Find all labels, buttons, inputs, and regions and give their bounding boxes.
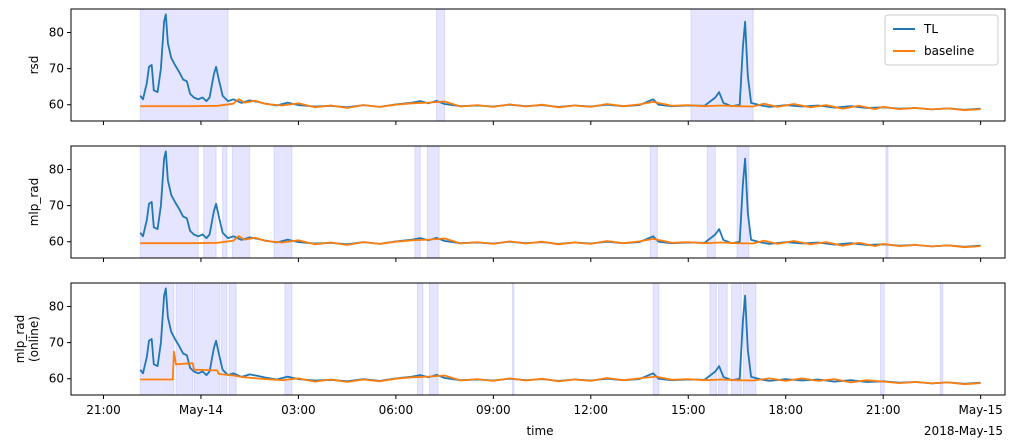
y-axis-label: (online) xyxy=(27,316,41,362)
y-tick-label: 70 xyxy=(49,62,64,76)
anomaly-span xyxy=(885,146,889,258)
y-tick-label: 80 xyxy=(49,299,64,313)
anomaly-span xyxy=(706,146,716,258)
x-tick-label: 03:00 xyxy=(281,403,316,417)
x-tick-label: 21:00 xyxy=(86,403,121,417)
x-tick-label: 09:00 xyxy=(476,403,511,417)
y-tick-label: 60 xyxy=(49,235,64,249)
anomaly-span xyxy=(417,283,424,395)
anomaly-span xyxy=(139,146,199,258)
y-tick-label: 60 xyxy=(49,98,64,112)
panels: 60 70 80 rsd TL baseline 60 70 80 mlp_rad 60 70 80 ml… xyxy=(13,8,1006,417)
anomaly-span xyxy=(203,146,217,258)
anomaly-span xyxy=(222,146,228,258)
plot-area xyxy=(139,146,981,258)
series-line-baseline xyxy=(140,98,981,112)
legend-label: baseline xyxy=(924,44,974,58)
y-tick-label: 80 xyxy=(49,162,64,176)
x-tick-label: 15:00 xyxy=(671,403,706,417)
series-line-tl xyxy=(139,287,981,385)
anomaly-span xyxy=(221,283,228,395)
x-axis: time 2018-May-15 xyxy=(526,424,1003,438)
x-tick-label: 21:00 xyxy=(866,403,901,417)
y-tick-label: 60 xyxy=(49,372,64,386)
anomaly-span xyxy=(139,283,175,395)
series-line-tl xyxy=(139,13,981,111)
y-tick-label: 80 xyxy=(49,25,64,39)
panel-2: 60 70 80 mlp_rad xyxy=(27,145,1006,262)
series-line-tl xyxy=(139,150,981,248)
anomaly-span xyxy=(193,283,221,395)
x-axis-label: time xyxy=(526,424,553,438)
panel-1: 60 70 80 rsd TL baseline xyxy=(27,8,1006,125)
anomaly-span xyxy=(231,146,251,258)
anomaly-span xyxy=(284,283,293,395)
y-tick-label: 70 xyxy=(49,199,64,213)
axes-frame xyxy=(70,145,1006,259)
panel-3: 60 70 80 mlp_rad (online) 21:00 May-14 03:00 06:… xyxy=(13,282,1006,417)
legend: TL baseline xyxy=(884,14,999,66)
x-tick-label: May-14 xyxy=(179,403,223,417)
anomaly-span xyxy=(435,9,446,121)
y-axis-label: rsd xyxy=(27,56,41,75)
plot-area xyxy=(139,283,981,395)
anomaly-span xyxy=(175,283,194,395)
axes-frame xyxy=(70,282,1006,396)
anomaly-span xyxy=(652,283,660,395)
x-tick-label: 06:00 xyxy=(379,403,414,417)
legend-box xyxy=(884,14,999,66)
x-axis-offset-label: 2018-May-15 xyxy=(924,424,1003,438)
y-tick-label: 70 xyxy=(49,336,64,350)
legend-label: TL xyxy=(923,22,938,36)
anomaly-span xyxy=(426,146,440,258)
anomaly-span xyxy=(709,283,717,395)
axes-frame xyxy=(70,8,1006,122)
anomaly-span xyxy=(414,146,421,258)
plot-area xyxy=(139,9,981,121)
anomaly-span xyxy=(228,283,237,395)
y-axis-label: mlp_rad xyxy=(27,178,41,227)
anomaly-span xyxy=(139,9,229,121)
series-line-baseline xyxy=(140,235,981,249)
anomaly-span xyxy=(690,9,754,121)
x-tick-label: May-15 xyxy=(959,403,1003,417)
series-line-baseline xyxy=(140,350,981,386)
anomaly-span xyxy=(718,283,728,395)
anomaly-span xyxy=(879,283,885,395)
anomaly-span xyxy=(511,283,515,395)
anomaly-span xyxy=(736,146,750,258)
anomaly-span xyxy=(649,146,658,258)
y-axis-label: mlp_rad xyxy=(13,315,27,364)
x-tick-label: 12:00 xyxy=(573,403,608,417)
x-tick-label: 18:00 xyxy=(768,403,803,417)
anomaly-span xyxy=(428,283,439,395)
anomaly-span xyxy=(939,283,944,395)
anomaly-span xyxy=(273,146,293,258)
